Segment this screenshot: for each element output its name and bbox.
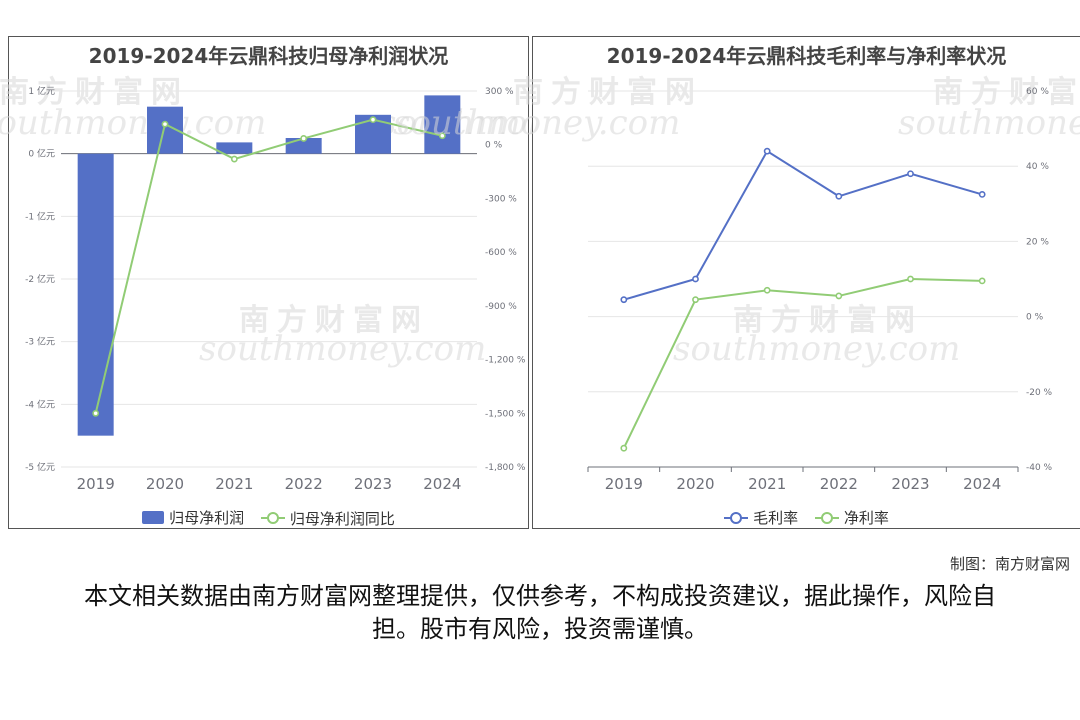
data-point [835,292,843,300]
y-axis-right-tick-label: -300 % [485,194,517,204]
x-axis-tick-label: 2023 [891,475,929,493]
series-line [94,118,443,414]
x-axis-tick-label: 2021 [215,475,253,493]
data-point [978,190,986,198]
bar [77,153,114,436]
data-point [369,116,377,124]
chart-credit: 制图：南方财富网 [949,555,1070,573]
net-profit-chart: 1 亿元 0 亿元 -1 亿元 -2 亿元 -3 亿元 -4 亿元 -5 亿元 300 % 0 … [25,85,526,493]
x-axis-tick-label: 2019 [605,475,643,493]
chart-legend: 归母净利润 归母净利润同比 [9,507,528,529]
data-point [620,296,628,304]
y-axis-right-tick-label: 300 % [485,87,514,97]
x-axis-tick-label: 2020 [146,475,184,493]
x-axis-tick-label: 2020 [676,475,714,493]
legend-label: 归母净利润同比 [289,509,395,528]
y-axis-right-tick-label: -600 % [485,248,517,258]
y-axis-right-tick-label: 0 % [1026,313,1044,323]
legend-bar-swatch [142,511,165,524]
legend-line-swatch [814,511,839,524]
data-point [978,277,986,285]
y-axis-right-tick-label: 60 % [1026,87,1049,97]
y-axis-right-tick-label: 40 % [1026,162,1049,172]
data-point [92,409,100,417]
data-point [763,286,771,294]
data-point [763,147,771,155]
net-profit-chart-panel: 南方财富网 southmoney.com 南方财富网 southmoney.co… [0,36,666,529]
x-axis-tick-label: 2023 [354,475,392,493]
chart-legend: 毛利率 净利率 [533,507,1080,528]
y-axis-left-tick-label: -1 亿元 [25,210,55,222]
y-axis-right-tick-label: -1,800 % [485,463,526,473]
margin-chart-panel: 南方财富网 southmoney.com 南方财富网 southmoney.co… [393,36,1080,529]
legend-label: 毛利率 [753,509,799,527]
chart-title: 2019-2024年云鼎科技归母净利润状况 [88,44,449,68]
y-axis-left-tick-label: 0 亿元 [28,148,55,160]
data-point [161,120,169,128]
y-axis-right-tick-label: -1,500 % [485,409,526,419]
y-axis-right-tick-label: -20 % [1026,388,1053,398]
data-point [300,135,308,142]
data-point [692,275,699,283]
data-point [620,444,628,452]
legend-label: 归母净利润 [169,509,245,527]
x-axis-tick-label: 2021 [748,475,786,493]
y-axis-right-tick-label: 0 % [485,141,503,151]
x-axis-tick-label: 2022 [820,475,858,493]
margin-chart: 60 % 40 % 20 % 0 % -20 % -40 % 2019 2020 2021 202… [587,87,1053,493]
x-axis-tick-label: 2019 [77,475,115,493]
data-point [907,275,914,283]
legend-line-swatch [260,512,285,524]
series-line [623,149,983,301]
y-axis-right-tick-label: 20 % [1026,237,1049,247]
x-axis-tick-label: 2024 [963,475,1001,493]
chart-title: 2019-2024年云鼎科技毛利率与净利率状况 [606,44,1007,68]
x-axis-tick-label: 2024 [423,475,461,493]
bar [216,142,253,154]
legend-item-net-profit-yoy[interactable]: 归母净利润同比 [260,508,395,529]
y-axis-left-tick-label: 1 亿元 [28,85,55,97]
data-point [692,296,699,304]
bar [424,95,461,154]
y-axis-left-tick-label: -5 亿元 [25,461,55,473]
x-axis-tick-label: 2022 [285,475,323,493]
data-point [438,132,446,140]
series-line [622,277,983,449]
legend-item-net-profit[interactable]: 归母净利润 [142,507,244,528]
y-axis-right-tick-label: -1,200 % [485,356,526,366]
legend-item-net-margin[interactable]: 净利率 [814,507,889,528]
legend-item-gross-margin[interactable]: 毛利率 [724,507,798,528]
y-axis-right-tick-label: -40 % [1026,463,1053,473]
data-point [835,192,843,200]
y-axis-left-tick-label: -3 亿元 [25,336,55,348]
y-axis-right-tick-label: -900 % [485,302,517,312]
legend-line-swatch [724,511,749,524]
disclaimer-text: 本文相关数据由南方财富网整理提供，仅供参考，不构成投资建议，据此操作，风险自担。… [84,582,996,643]
y-axis-left-tick-label: -2 亿元 [25,273,55,285]
legend-label: 净利率 [843,509,889,527]
data-point [230,155,238,163]
data-point [907,170,914,178]
y-axis-left-tick-label: -4 亿元 [25,398,55,410]
